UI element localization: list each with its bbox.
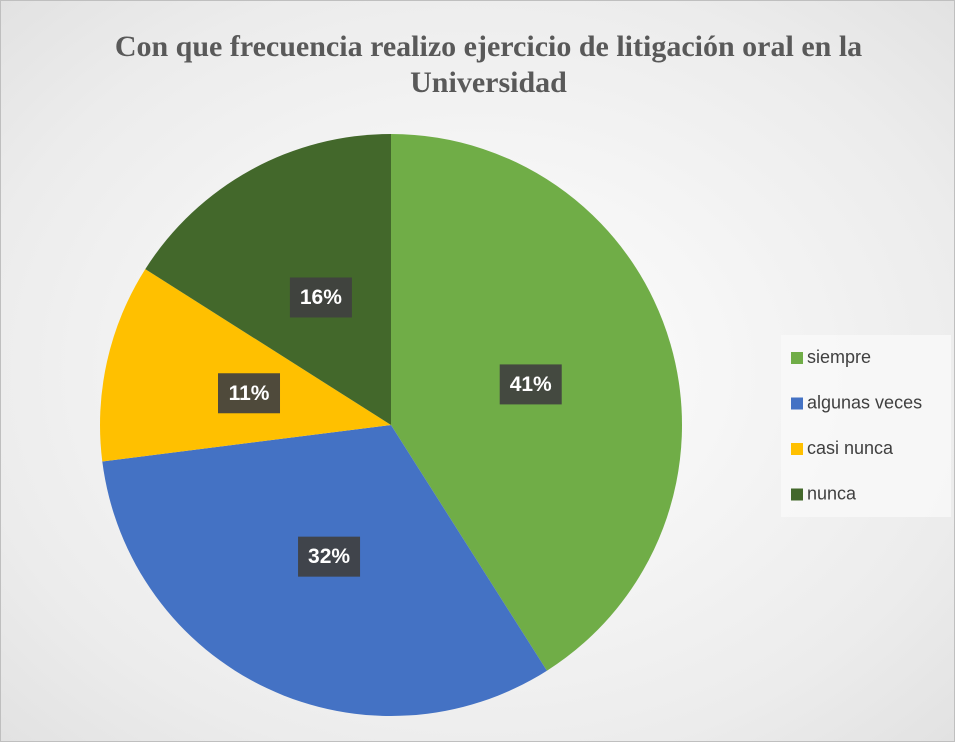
pie-slice: [145, 134, 391, 425]
legend-label: algunas veces: [807, 392, 922, 412]
data-label: 11%: [229, 382, 270, 405]
legend-label: casi nunca: [807, 438, 894, 458]
data-label-box: [218, 373, 281, 414]
chart-title: Con que frecuencia realizo ejercicio de …: [114, 30, 863, 99]
legend-swatch: [791, 352, 803, 364]
data-label-box: [289, 277, 352, 318]
data-label-box: [298, 536, 361, 577]
pie-slice: [99, 269, 391, 462]
data-label: 32%: [308, 545, 350, 568]
data-label: 41%: [510, 373, 552, 396]
legend-swatch: [791, 488, 803, 501]
legend-label: siempre: [807, 347, 871, 367]
data-label-box: [499, 364, 562, 405]
data-label: 16%: [300, 286, 342, 309]
legend-swatch: [791, 443, 803, 455]
legend-swatch: [791, 397, 803, 410]
legend-label: nunca: [807, 483, 857, 503]
legend-box: [781, 335, 951, 517]
